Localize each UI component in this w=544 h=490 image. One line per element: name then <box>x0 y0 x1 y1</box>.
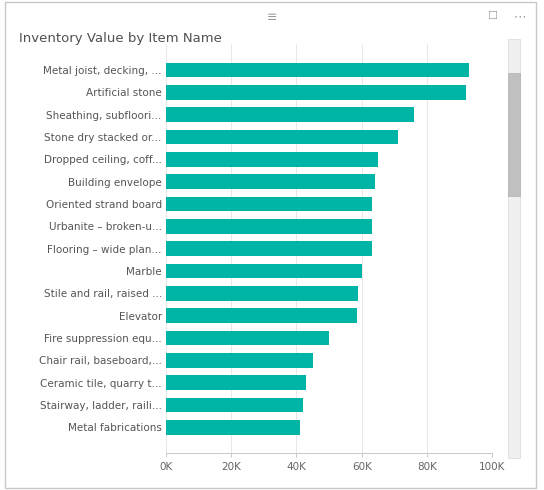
Bar <box>166 219 372 234</box>
Bar <box>166 398 303 412</box>
Text: ⋯: ⋯ <box>514 11 526 24</box>
Bar <box>166 197 372 211</box>
Bar <box>166 85 466 99</box>
Bar <box>166 264 362 278</box>
Bar <box>166 130 398 144</box>
Text: Inventory Value by Item Name: Inventory Value by Item Name <box>19 32 222 45</box>
Bar <box>166 375 306 390</box>
Text: ≡: ≡ <box>267 11 277 24</box>
Bar <box>166 107 414 122</box>
Bar <box>166 420 300 435</box>
Bar <box>166 286 358 300</box>
Bar <box>166 308 357 323</box>
Bar <box>166 174 375 189</box>
Bar <box>166 242 372 256</box>
Bar <box>166 353 313 368</box>
Text: ☐: ☐ <box>487 11 497 21</box>
Bar <box>166 152 378 167</box>
Bar <box>166 331 329 345</box>
Bar <box>166 63 469 77</box>
